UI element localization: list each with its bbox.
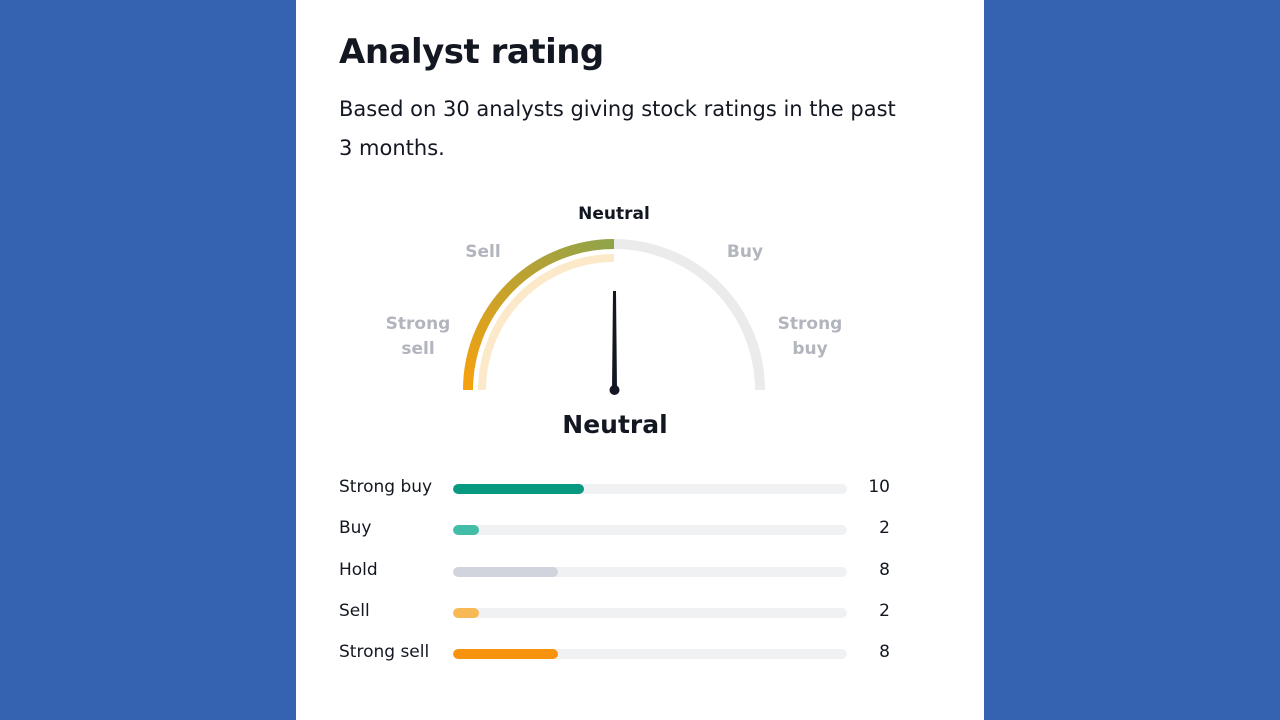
rating-label: Sell: [339, 600, 370, 621]
rating-label: Strong buy: [339, 477, 433, 497]
rating-row: Strong sell 8: [339, 633, 899, 674]
rating-bar-fill: [453, 649, 558, 660]
rating-bar-fill: [453, 484, 584, 494]
gauge-label-strong-sell: Strong sell: [385, 314, 451, 359]
rating-count: 10: [868, 477, 890, 497]
rating-count: 8: [879, 642, 890, 663]
rating-row: Strong buy 10: [339, 468, 899, 509]
gauge-label-strong-buy: Strong buy: [777, 314, 843, 359]
rating-label: Buy: [339, 518, 372, 539]
rating-label: Strong sell: [339, 642, 430, 663]
gauge-needle: [609, 291, 620, 395]
rating-bar-fill: [453, 607, 479, 618]
gauge-label-neutral: Neutral: [578, 204, 650, 224]
page-title: Analyst rating: [339, 32, 604, 72]
rating-bar-fill: [453, 525, 479, 536]
rating-row: Sell 2: [339, 592, 899, 633]
rating-bar-track: [453, 566, 847, 577]
rating-count: 2: [879, 518, 890, 539]
rating-gauge: Neutral Sell Buy Strong sell Strong buy …: [296, 190, 984, 450]
gauge-verdict: Neutral: [562, 410, 668, 439]
gauge-highlight: [478, 254, 615, 391]
rating-row: Buy 2: [339, 509, 899, 550]
gauge-graphic: [463, 239, 765, 395]
rating-bar-fill: [453, 566, 558, 577]
gauge-fill: [463, 239, 615, 391]
analyst-rating-panel: Analyst rating Based on 30 analysts givi…: [296, 0, 984, 720]
rating-row: Hold 8: [339, 551, 899, 592]
rating-bar-track: [453, 607, 847, 618]
gauge-label-buy: Buy: [726, 242, 764, 262]
rating-bar-track: [453, 525, 847, 536]
ratings-breakdown: Strong buy 10 Buy 2 Hold 8 Sell 2 Strong sell 8: [339, 468, 899, 674]
rating-bar-track: [453, 484, 847, 494]
subtitle: Based on 30 analysts giving stock rating…: [339, 97, 896, 160]
gauge-label-sell: Sell: [465, 242, 501, 262]
rating-count: 2: [879, 600, 890, 621]
rating-count: 8: [879, 559, 890, 580]
rating-bar-track: [453, 649, 847, 660]
rating-label: Hold: [339, 559, 378, 580]
